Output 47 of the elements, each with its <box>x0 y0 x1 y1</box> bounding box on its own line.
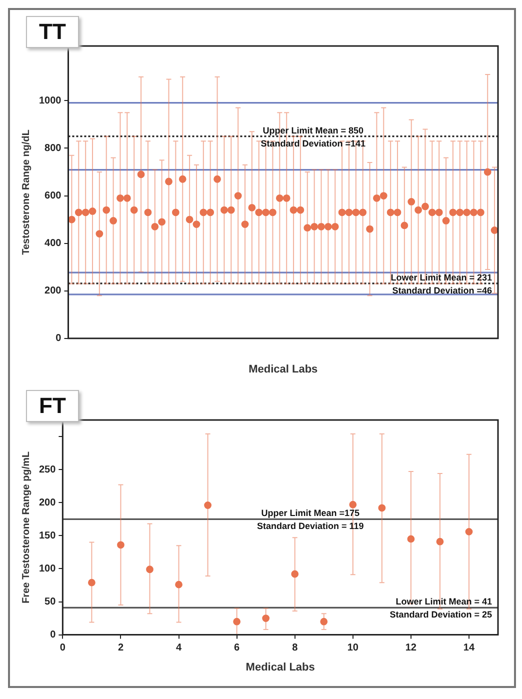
x-tick-label: 2 <box>118 642 124 654</box>
point <box>465 528 473 536</box>
chart-title: FT <box>26 390 79 422</box>
point <box>378 504 386 512</box>
point <box>175 580 182 588</box>
x-tick-label: 6 <box>234 642 240 654</box>
ref-line-label: Lower Limit Mean = 41 <box>396 596 492 607</box>
x-axis-title: Medical Labs <box>248 363 318 376</box>
annotation: Standard Deviation = 119 <box>256 521 364 532</box>
x-tick-label: 14 <box>463 642 475 654</box>
point <box>117 541 124 549</box>
y-tick-label: 150 <box>38 530 56 542</box>
y-tick-label: 100 <box>38 563 56 574</box>
annotation: Standard Deviation =46 <box>392 285 492 296</box>
y-tick-label: 0 <box>50 630 56 641</box>
x-tick-label: 12 <box>405 642 417 654</box>
point <box>291 570 299 578</box>
y-tick-label: 800 <box>44 142 62 154</box>
point <box>436 538 444 546</box>
ref-line-label: Upper Limit Mean = 850 <box>262 125 364 136</box>
y-tick-label: 400 <box>44 238 62 250</box>
y-axis-title: Testosterone Range ng/dL <box>20 130 32 255</box>
y-tick-label: 200 <box>44 286 62 297</box>
y-tick-label: 50 <box>44 596 56 608</box>
ref-line-label: Lower Limit Mean = 231 <box>390 272 492 282</box>
x-tick-label: 10 <box>347 642 359 654</box>
y-tick-label: 200 <box>38 497 56 508</box>
point <box>262 614 270 622</box>
y-tick-label: 1000 <box>38 95 62 106</box>
point <box>320 618 328 626</box>
y-tick-label: 600 <box>44 190 62 202</box>
point <box>233 618 241 626</box>
y-tick-label: 250 <box>38 464 56 476</box>
point <box>88 578 96 586</box>
annotation: Standard Deviation =141 <box>260 138 366 148</box>
y-axis-title: Free Testosterone Range pg/mL <box>20 451 32 604</box>
point <box>146 566 154 574</box>
x-tick-label: 4 <box>176 642 182 654</box>
x-tick-label: 8 <box>292 642 298 654</box>
point <box>204 502 212 509</box>
annotation: Standard Deviation = 25 <box>390 610 492 620</box>
ref-line-label: Upper Limit Mean =175 <box>261 508 360 518</box>
point <box>407 535 415 543</box>
chart-title: TT <box>26 16 79 48</box>
y-tick-label: 0 <box>56 333 62 344</box>
point <box>349 500 357 508</box>
x-axis-title: Medical Labs <box>246 661 315 674</box>
